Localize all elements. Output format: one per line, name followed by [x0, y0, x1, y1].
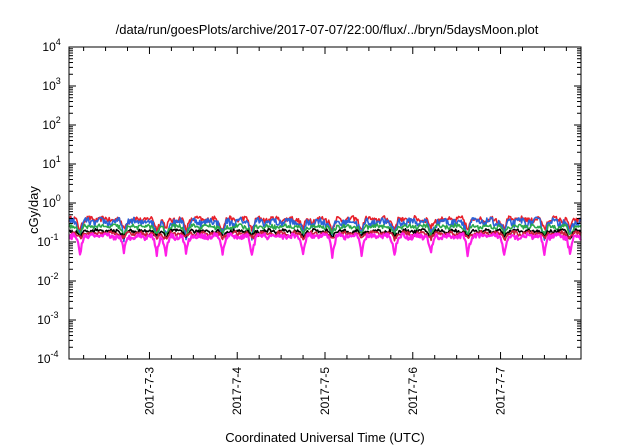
- y-axis-label: cGy/day: [26, 186, 41, 234]
- axis-layer: 10-4 10-3 10-2 10-1 100 101 102 103 104 2017-7-3 2…: [37, 37, 582, 415]
- chart-title: /data/run/goesPlots/archive/2017-07-07/2…: [116, 22, 539, 37]
- y-tick-label: 104: [42, 37, 60, 54]
- x-tick-label: 2017-7-6: [406, 367, 420, 415]
- y-tick-label: 103: [42, 76, 60, 93]
- y-tick-label: 100: [42, 193, 60, 210]
- x-tick-label: 2017-7-4: [230, 367, 244, 415]
- series-line: [68, 223, 582, 238]
- series-line: [68, 232, 582, 259]
- series-layer: [68, 215, 582, 259]
- x-tick-label: 2017-7-5: [318, 367, 332, 415]
- series-line: [68, 229, 582, 242]
- y-tick-label: 10-2: [37, 271, 58, 288]
- y-tick-label: 10-1: [37, 232, 58, 249]
- series-line: [68, 215, 582, 234]
- y-tick-label: 10-4: [37, 349, 58, 366]
- y-tick-label: 10-3: [37, 310, 58, 327]
- x-tick-label: 2017-7-3: [143, 367, 157, 415]
- plot-frame: [68, 46, 582, 360]
- x-axis-label: Coordinated Universal Time (UTC): [225, 430, 424, 445]
- x-tick-label: 2017-7-7: [494, 367, 508, 415]
- y-tick-label: 102: [42, 115, 60, 132]
- y-tick-label: 101: [42, 154, 60, 171]
